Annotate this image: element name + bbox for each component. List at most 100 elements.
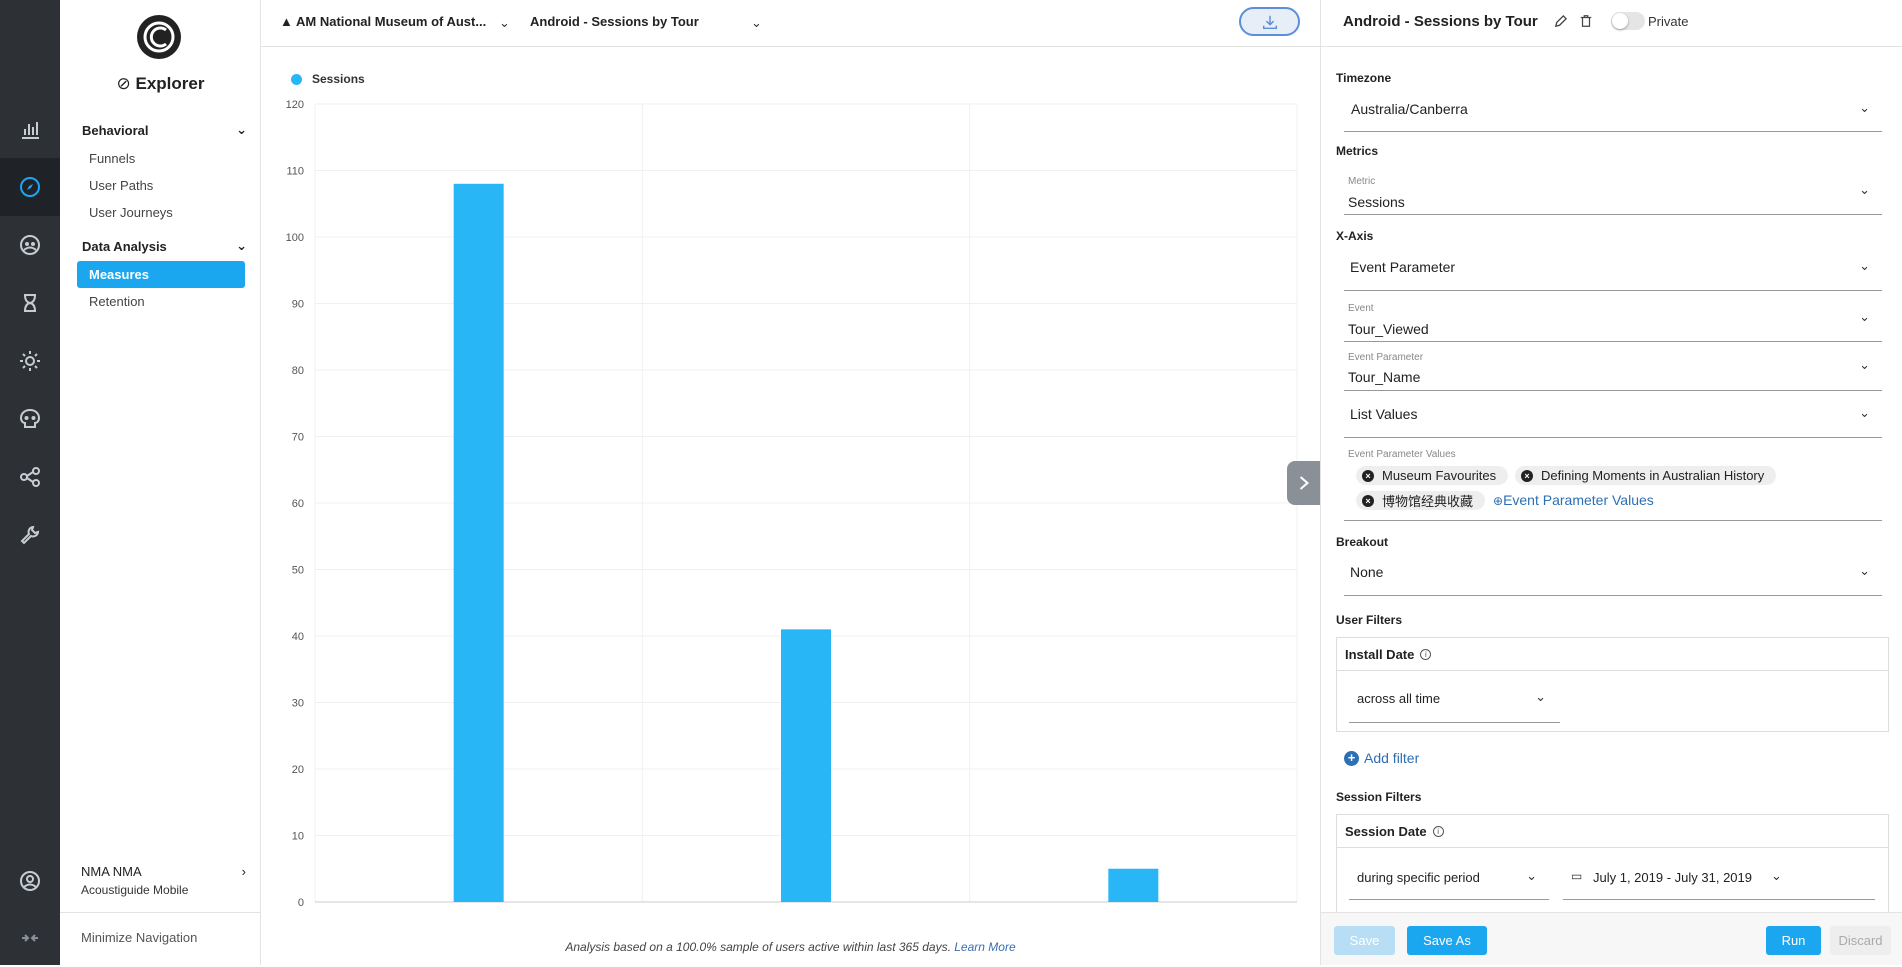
panel-header: Android - Sessions by Tour Private xyxy=(1321,0,1902,47)
save-as-button[interactable]: Save As xyxy=(1407,926,1487,955)
nav-item-measures[interactable]: Measures xyxy=(77,261,245,288)
explorer-title: ⊘ Explorer xyxy=(116,74,205,93)
user-account-icon[interactable] xyxy=(0,852,60,910)
info-icon[interactable]: i xyxy=(1432,825,1444,837)
report-title: Android - Sessions by Tour xyxy=(1343,13,1538,30)
delete-trash-icon[interactable] xyxy=(1579,13,1593,29)
breakout-label: Breakout xyxy=(1336,535,1389,549)
value-chip[interactable]: × Defining Moments in Australian History xyxy=(1515,466,1777,485)
skull-icon[interactable] xyxy=(0,390,60,448)
nav-item-funnels[interactable]: Funnels xyxy=(89,151,136,166)
private-label: Private xyxy=(1648,14,1689,29)
chevron-down-icon: ⌄ xyxy=(1859,258,1870,273)
breakout-select[interactable]: None ⌄ xyxy=(1344,555,1882,596)
chevron-right-icon: › xyxy=(241,864,246,879)
nav-item-user-paths[interactable]: User Paths xyxy=(89,178,154,193)
share-icon[interactable] xyxy=(0,448,60,506)
add-filter-button[interactable]: + Add filter xyxy=(1344,750,1419,766)
account-switcher[interactable]: NMA NMA › Acoustiguide Mobile xyxy=(81,864,246,897)
user-filters-label: User Filters xyxy=(1336,613,1403,627)
add-circle-icon: ⊕ xyxy=(1493,494,1504,508)
y-tick-label: 60 xyxy=(292,498,304,510)
remove-chip-icon[interactable]: × xyxy=(1521,469,1533,482)
session-date-filter: Session Date i during specific period ⌄ ▭… xyxy=(1336,814,1889,914)
add-circle-icon: + xyxy=(1344,750,1359,766)
chevron-down-icon: ⌄ xyxy=(1859,405,1870,420)
chart-legend[interactable]: Sessions xyxy=(291,72,365,86)
download-icon xyxy=(1262,15,1277,29)
date-range-picker[interactable]: ▭ July 1, 2019 - July 31, 2019 ⌄ xyxy=(1563,860,1875,900)
learn-more-link[interactable]: Learn More xyxy=(954,940,1016,954)
chevron-down-icon: ⌄ xyxy=(1859,182,1870,197)
legend-label: Sessions xyxy=(312,72,365,86)
save-button[interactable]: Save xyxy=(1334,926,1395,955)
remove-chip-icon[interactable]: × xyxy=(1362,494,1374,507)
explorer-compass-icon[interactable] xyxy=(0,158,60,216)
y-tick-label: 40 xyxy=(292,631,304,643)
y-tick-label: 50 xyxy=(292,565,304,577)
nav-section-data-analysis[interactable]: Data Analysis ⌄ xyxy=(82,238,247,254)
chevron-down-icon: ⌄ xyxy=(1859,357,1870,372)
settings-sun-icon[interactable] xyxy=(0,332,60,390)
hourglass-icon[interactable] xyxy=(0,274,60,332)
y-tick-label: 10 xyxy=(292,831,304,843)
chevron-down-icon: ⌄ xyxy=(236,122,247,137)
account-name: NMA NMA xyxy=(81,864,142,879)
xaxis-label: X-Axis xyxy=(1336,229,1374,243)
info-icon[interactable]: i xyxy=(1420,648,1432,660)
nav-section-behavioral[interactable]: Behavioral ⌄ xyxy=(82,122,247,138)
remove-chip-icon[interactable]: × xyxy=(1362,469,1374,482)
list-values-select[interactable]: List Values ⌄ xyxy=(1344,397,1882,438)
timezone-select[interactable]: Australia/Canberra ⌄ xyxy=(1344,92,1882,132)
event-select[interactable]: Event Tour_Viewed ⌄ xyxy=(1344,297,1882,342)
run-button[interactable]: Run xyxy=(1766,926,1821,955)
expand-panel-button[interactable] xyxy=(1287,461,1320,505)
chevron-down-icon[interactable]: ⌄ xyxy=(751,15,762,30)
install-date-select[interactable]: across all time ⌄ xyxy=(1349,683,1560,723)
app-select[interactable]: ▲ AM National Museum of Aust... xyxy=(280,14,487,29)
private-toggle[interactable] xyxy=(1611,12,1645,30)
value-chip[interactable]: × Museum Favourites xyxy=(1356,466,1509,485)
audience-icon[interactable] xyxy=(0,216,60,274)
chevron-down-icon: ⌄ xyxy=(1859,309,1870,324)
collapse-arrows-icon[interactable] xyxy=(0,909,60,967)
panel-footer: Save Save As Run Discard xyxy=(1321,912,1902,965)
calendar-icon: ▭ xyxy=(1571,869,1583,883)
discard-button[interactable]: Discard xyxy=(1830,926,1891,955)
minimize-navigation[interactable]: Minimize Navigation xyxy=(60,912,261,962)
report-select[interactable]: Android - Sessions by Tour xyxy=(530,14,699,29)
y-tick-label: 110 xyxy=(286,166,304,178)
y-tick-label: 100 xyxy=(286,232,304,244)
chevron-down-icon[interactable]: ⌄ xyxy=(499,15,510,30)
navigation-panel: ⊘ Explorer Behavioral ⌄ Funnels User Path… xyxy=(60,0,261,965)
add-event-parameter-values-link[interactable]: ⊕Event Parameter Values xyxy=(1493,492,1654,508)
event-parameter-select[interactable]: Event Parameter Tour_Name ⌄ xyxy=(1344,347,1882,391)
install-date-label: Install Date xyxy=(1345,646,1415,662)
download-button[interactable] xyxy=(1239,7,1300,36)
xaxis-select[interactable]: Event Parameter ⌄ xyxy=(1344,250,1882,291)
chevron-down-icon: ⌄ xyxy=(1859,563,1870,578)
analytics-icon[interactable] xyxy=(0,100,60,158)
metric-select[interactable]: Metric Sessions ⌄ xyxy=(1344,170,1882,215)
session-period-select[interactable]: during specific period ⌄ xyxy=(1349,860,1549,900)
session-filters-label: Session Filters xyxy=(1336,790,1422,804)
timezone-label: Timezone xyxy=(1336,71,1392,85)
y-tick-label: 70 xyxy=(292,432,304,444)
value-chip[interactable]: × 博物馆经典收藏 xyxy=(1356,491,1486,510)
event-parameter-values-field: Event Parameter Values xyxy=(1344,444,1882,521)
wrench-icon[interactable] xyxy=(0,506,60,564)
metrics-label: Metrics xyxy=(1336,144,1379,158)
sample-footnote: Analysis based on a 100.0% sample of use… xyxy=(565,940,1016,954)
chevron-down-icon: ⌄ xyxy=(236,238,247,253)
bar xyxy=(453,183,504,903)
top-bar: ▲ AM National Museum of Aust... ⌄ Androi… xyxy=(261,0,1320,47)
y-tick-label: 20 xyxy=(292,764,304,776)
account-app: Acoustiguide Mobile xyxy=(81,883,189,897)
compass-icon: ⊘ xyxy=(116,74,136,93)
nav-item-user-journeys[interactable]: User Journeys xyxy=(89,205,173,220)
edit-pencil-icon[interactable] xyxy=(1553,14,1568,29)
chart-area: Sessions 0102030405060708090100110120Mus… xyxy=(261,48,1320,965)
nav-item-retention[interactable]: Retention xyxy=(89,294,145,309)
y-tick-label: 0 xyxy=(298,897,304,908)
bar xyxy=(781,629,831,902)
